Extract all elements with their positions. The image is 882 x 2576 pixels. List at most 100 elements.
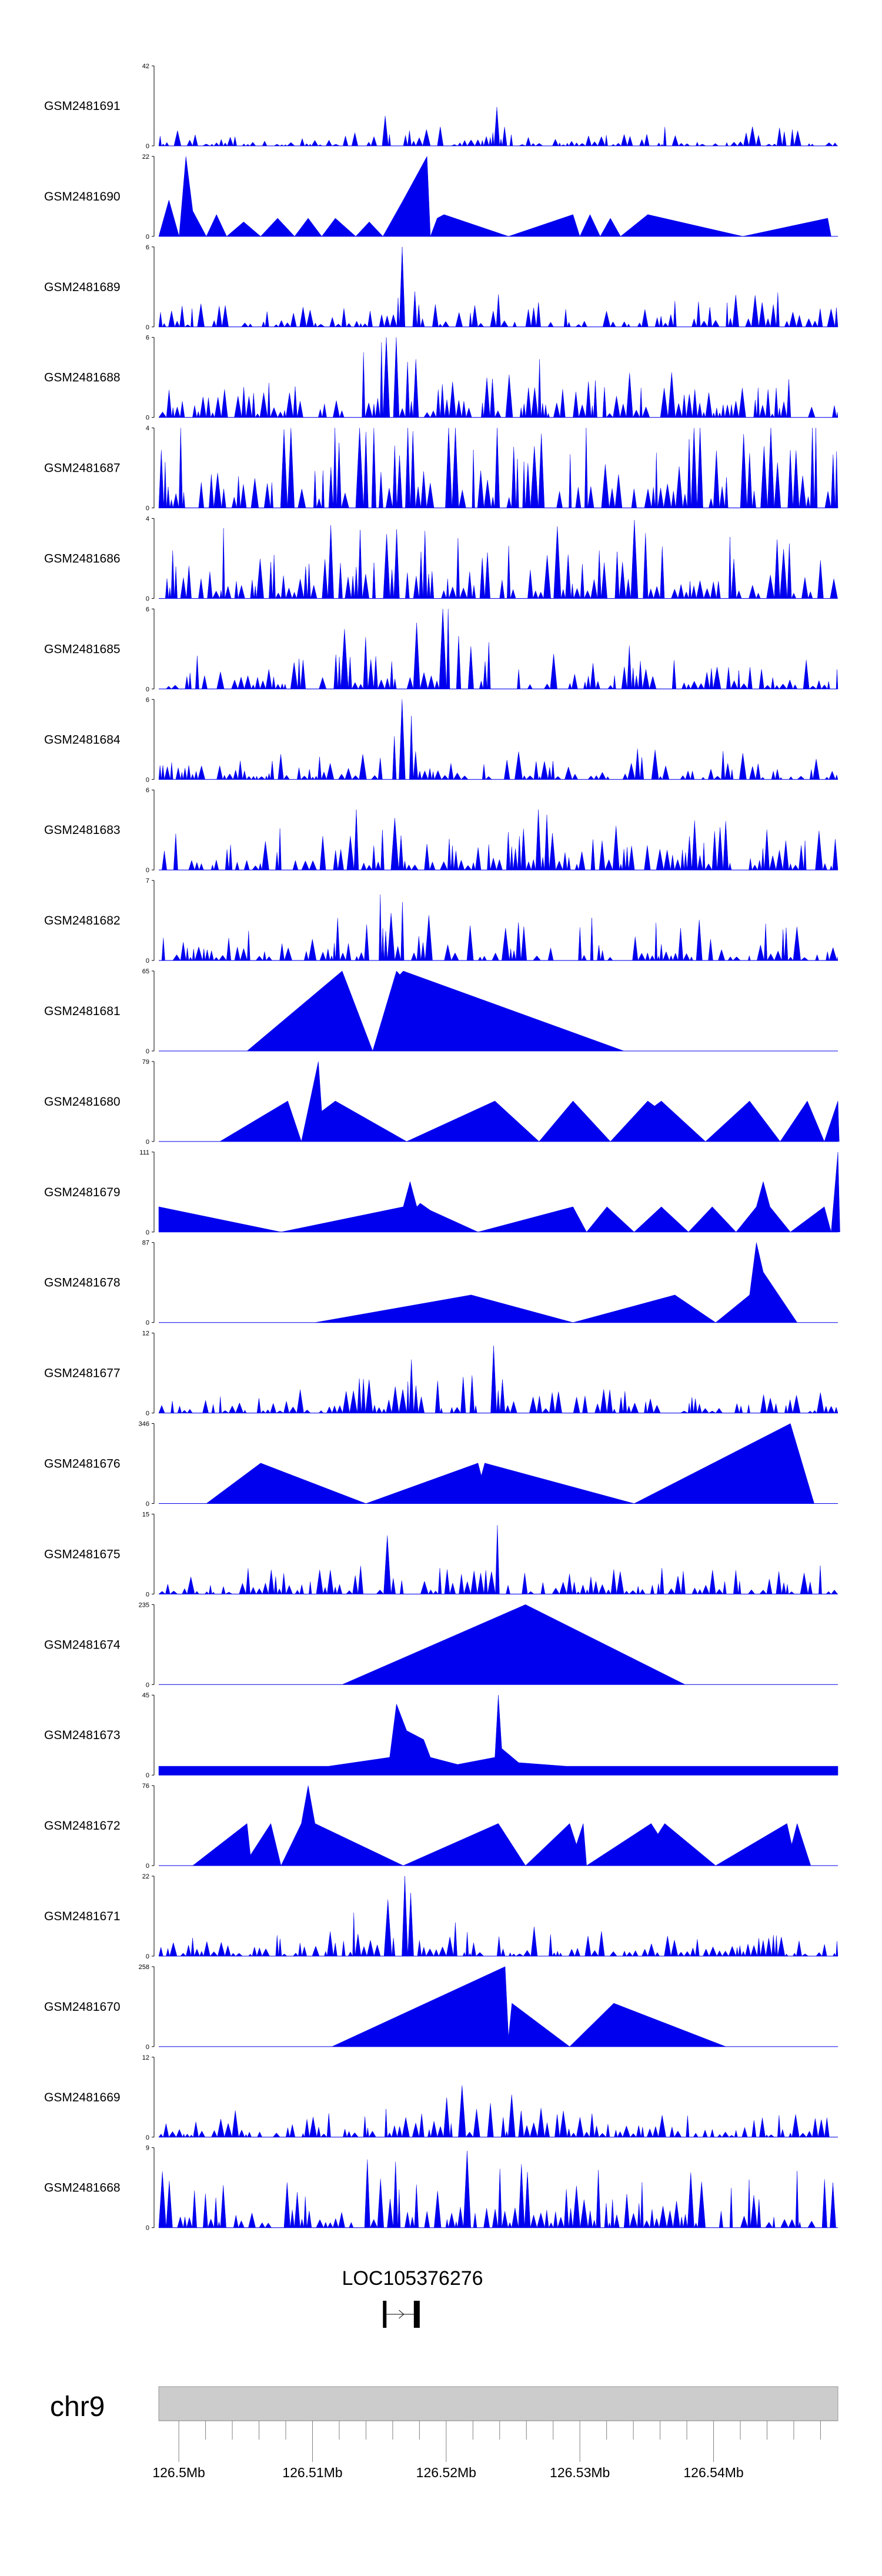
track-gsm2481685: GSM2481685 6 0 (44, 606, 838, 693)
y-tick-min: 0 (146, 686, 149, 693)
y-tick-max: 42 (142, 63, 149, 70)
y-tick-min: 0 (146, 2044, 149, 2051)
track-gsm2481674: GSM2481674 235 0 (44, 1601, 838, 1689)
track-label: GSM2481681 (44, 1005, 121, 1018)
gene-label: LOC105376276 (342, 2267, 483, 2290)
track-label: GSM2481675 (44, 1547, 121, 1561)
x-tick-label: 126.51Mb (282, 2465, 342, 2480)
y-tick-min: 0 (146, 2225, 149, 2232)
y-tick-min: 0 (146, 1320, 149, 1327)
y-tick-min: 0 (146, 1863, 149, 1870)
y-tick-max: 22 (142, 1873, 149, 1880)
coverage-area (158, 2085, 838, 2138)
track-label: GSM2481683 (44, 823, 121, 837)
y-tick-max: 6 (146, 335, 149, 342)
track-label: GSM2481687 (44, 462, 121, 475)
x-tick-label: 126.52Mb (416, 2465, 476, 2480)
track-label: GSM2481678 (44, 1276, 121, 1290)
coverage-area (158, 246, 838, 328)
y-tick-max: 87 (142, 1240, 149, 1247)
x-tick-label: 126.54Mb (683, 2465, 743, 2480)
coverage-area (159, 809, 838, 871)
track-gsm2481679: GSM2481679 111 0 (44, 1149, 840, 1236)
y-tick-max: 6 (146, 696, 149, 703)
ideogram-ticks (178, 2421, 821, 2451)
track-label: GSM2481672 (44, 1819, 121, 1833)
y-tick-max: 76 (142, 1783, 149, 1790)
y-tick-max: 235 (139, 1601, 149, 1609)
y-tick-min: 0 (146, 143, 149, 150)
track-gsm2481684: GSM2481684 6 0 (44, 696, 838, 783)
y-tick-min: 0 (146, 1953, 149, 1960)
track-label: GSM2481682 (44, 914, 121, 927)
y-tick-max: 6 (146, 244, 149, 251)
y-tick-max: 22 (142, 154, 149, 161)
track-label: GSM2481691 (44, 99, 121, 113)
y-tick-max: 111 (139, 1149, 149, 1156)
track-label: GSM2481673 (44, 1729, 121, 1742)
y-tick-max: 12 (142, 2054, 149, 2061)
y-tick-max: 4 (146, 516, 149, 523)
track-label: GSM2481685 (44, 642, 121, 656)
track-gsm2481673: GSM2481673 45 0 (44, 1692, 838, 1779)
coverage-area (159, 895, 838, 962)
y-tick-max: 6 (146, 606, 149, 613)
track-gsm2481678: GSM2481678 87 0 (44, 1240, 838, 1327)
coverage-area (158, 1346, 838, 1414)
track-gsm2481682: GSM2481682 7 0 (44, 877, 838, 965)
track-label: GSM2481686 (44, 552, 121, 566)
coverage-area (158, 337, 838, 418)
track-label: GSM2481668 (44, 2181, 121, 2195)
track-label: GSM2481670 (44, 2000, 121, 2014)
y-tick-max: 15 (142, 1511, 149, 1518)
track-gsm2481686: GSM2481686 4 0 (44, 516, 838, 603)
genome-axis: 126.5Mb 126.51Mb 126.52Mb 126.53Mb 126.54Mb (152, 2420, 838, 2480)
y-tick-min: 0 (146, 1139, 149, 1146)
track-gsm2481680: GSM2481680 79 0 (44, 1059, 840, 1146)
coverage-area (159, 520, 838, 599)
y-tick-min: 0 (146, 505, 149, 512)
gene-annotation: LOC105376276 (342, 2267, 483, 2328)
y-tick-min: 0 (146, 2134, 149, 2141)
coverage-area (158, 1152, 840, 1233)
track-gsm2481669: GSM2481669 12 0 (44, 2054, 838, 2141)
y-tick-min: 0 (146, 1772, 149, 1779)
y-tick-min: 0 (146, 1410, 149, 1417)
coverage-area (158, 1525, 838, 1595)
track-label: GSM2481676 (44, 1457, 121, 1471)
strand-arrow-icon (399, 2310, 405, 2319)
coverage-area (158, 2151, 838, 2228)
y-tick-max: 9 (146, 2145, 149, 2152)
gene-model (383, 2301, 420, 2328)
track-gsm2481675: GSM2481675 15 0 (44, 1511, 838, 1598)
y-tick-min: 0 (146, 415, 149, 422)
y-tick-min: 0 (146, 1501, 149, 1508)
track-label: GSM2481671 (44, 1910, 121, 1923)
track-label: GSM2481689 (44, 281, 121, 294)
track-gsm2481690: GSM2481690 22 0 (44, 154, 838, 241)
x-tick-label: 126.5Mb (152, 2465, 205, 2480)
track-gsm2481671: GSM2481671 22 0 (44, 1873, 838, 1960)
track-gsm2481689: GSM2481689 6 0 (44, 244, 838, 331)
y-tick-min: 0 (146, 957, 149, 965)
coverage-area (158, 107, 838, 146)
y-tick-min: 0 (146, 596, 149, 603)
ideogram-bar (158, 2386, 838, 2421)
y-tick-max: 346 (139, 1421, 149, 1428)
axis-ticks: 126.5Mb 126.51Mb 126.52Mb 126.53Mb 126.54Mb (152, 2451, 744, 2480)
track-label: GSM2481688 (44, 371, 121, 385)
track-label: GSM2481690 (44, 190, 121, 203)
chromosome-ideogram: chr9 (50, 2386, 838, 2451)
y-tick-max: 79 (142, 1059, 149, 1066)
y-tick-min: 0 (146, 867, 149, 874)
coverage-area (158, 1695, 838, 1776)
track-label: GSM2481677 (44, 1367, 121, 1380)
track-gsm2481688: GSM2481688 6 0 (44, 335, 838, 422)
coverage-area (332, 1966, 726, 2047)
y-tick-min: 0 (146, 1681, 149, 1689)
y-tick-max: 12 (142, 1330, 149, 1337)
coverage-area (159, 609, 838, 690)
coverage-area (158, 428, 838, 508)
track-gsm2481687: GSM2481687 4 0 (44, 425, 838, 512)
track-label: GSM2481679 (44, 1186, 121, 1199)
